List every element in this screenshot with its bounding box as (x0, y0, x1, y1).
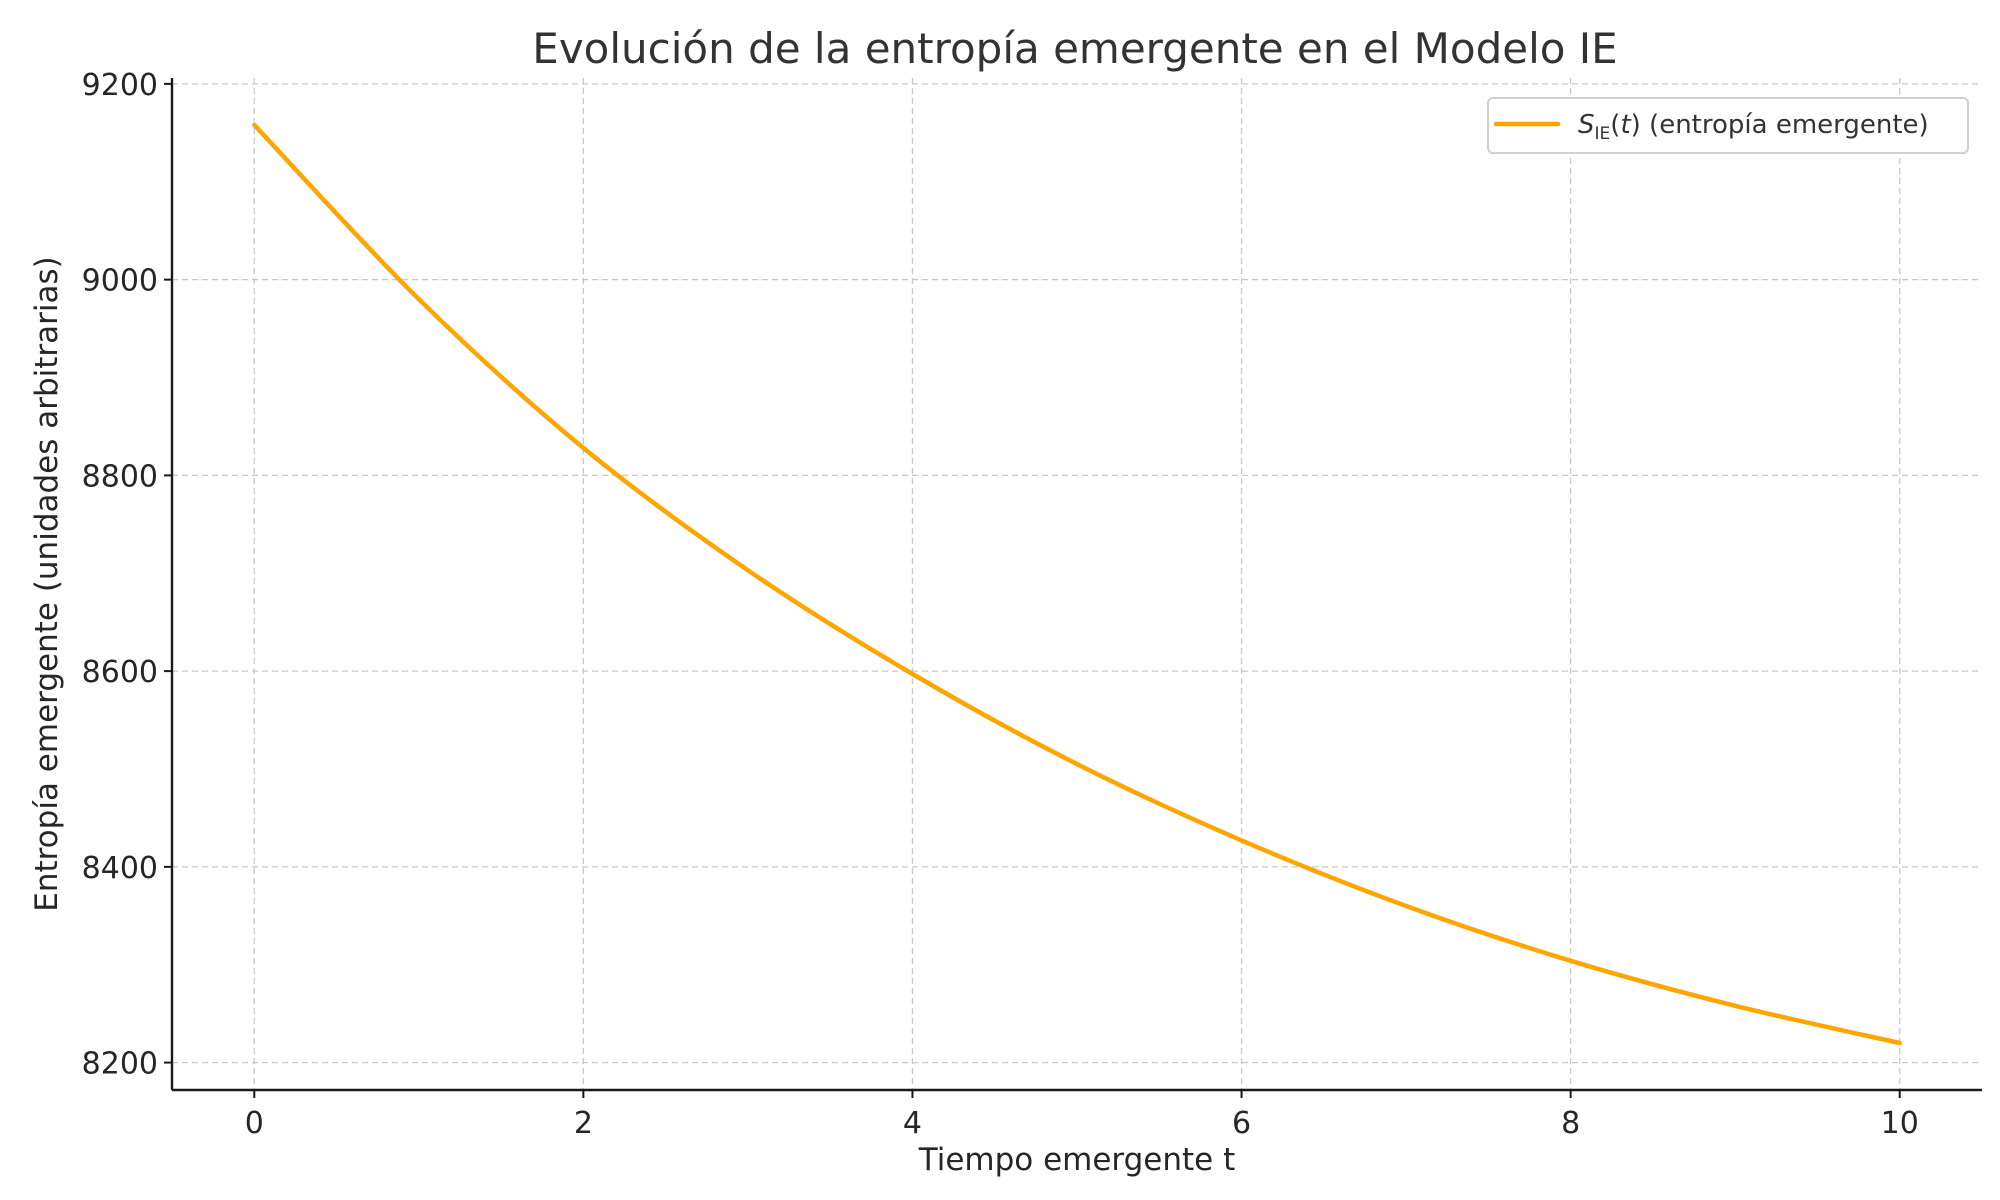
legend-symbol: S (1578, 110, 1595, 140)
x-tick-label: 8 (1561, 1106, 1580, 1141)
x-axis-label: Tiempo emergente t (918, 1142, 1236, 1178)
x-tick-label: 10 (1881, 1106, 1919, 1141)
y-tick-label: 8200 (82, 1047, 158, 1082)
legend-subscript: IE (1595, 124, 1611, 144)
x-tick-label: 2 (574, 1106, 593, 1141)
legend-paren-open: ( (1610, 110, 1620, 140)
y-tick-label: 9000 (82, 264, 158, 299)
y-tick-label: 9200 (82, 68, 158, 103)
y-axis-label: Entropía emergente (unidades arbitrarias… (29, 256, 65, 912)
y-ticks: 8200 8400 8600 8800 9000 9200 (82, 68, 172, 1082)
legend-box (1487, 97, 1969, 154)
axes (170, 78, 1982, 1092)
x-tick-label: 4 (903, 1106, 922, 1141)
legend: SIE(t) (entropía emergente) (1487, 97, 1969, 154)
y-tick-label: 8800 (82, 459, 158, 494)
y-tick-label: 8400 (82, 851, 158, 886)
chart-title: Evolución de la entropía emergente en el… (532, 24, 1617, 73)
legend-suffix: (entropía emergente) (1641, 110, 1929, 140)
legend-variable: t (1620, 110, 1631, 140)
x-ticks: 0 2 4 6 8 10 (245, 1090, 1919, 1141)
x-tick-label: 6 (1232, 1106, 1251, 1141)
x-tick-label: 0 (245, 1106, 264, 1141)
legend-label: SIE(t) (entropía emergente) (1578, 110, 1929, 144)
series-line (252, 122, 1902, 1046)
y-tick-label: 8600 (82, 655, 158, 690)
legend-paren-close: ) (1631, 110, 1641, 140)
series-layer (252, 122, 1902, 1046)
grid (172, 78, 1982, 1090)
